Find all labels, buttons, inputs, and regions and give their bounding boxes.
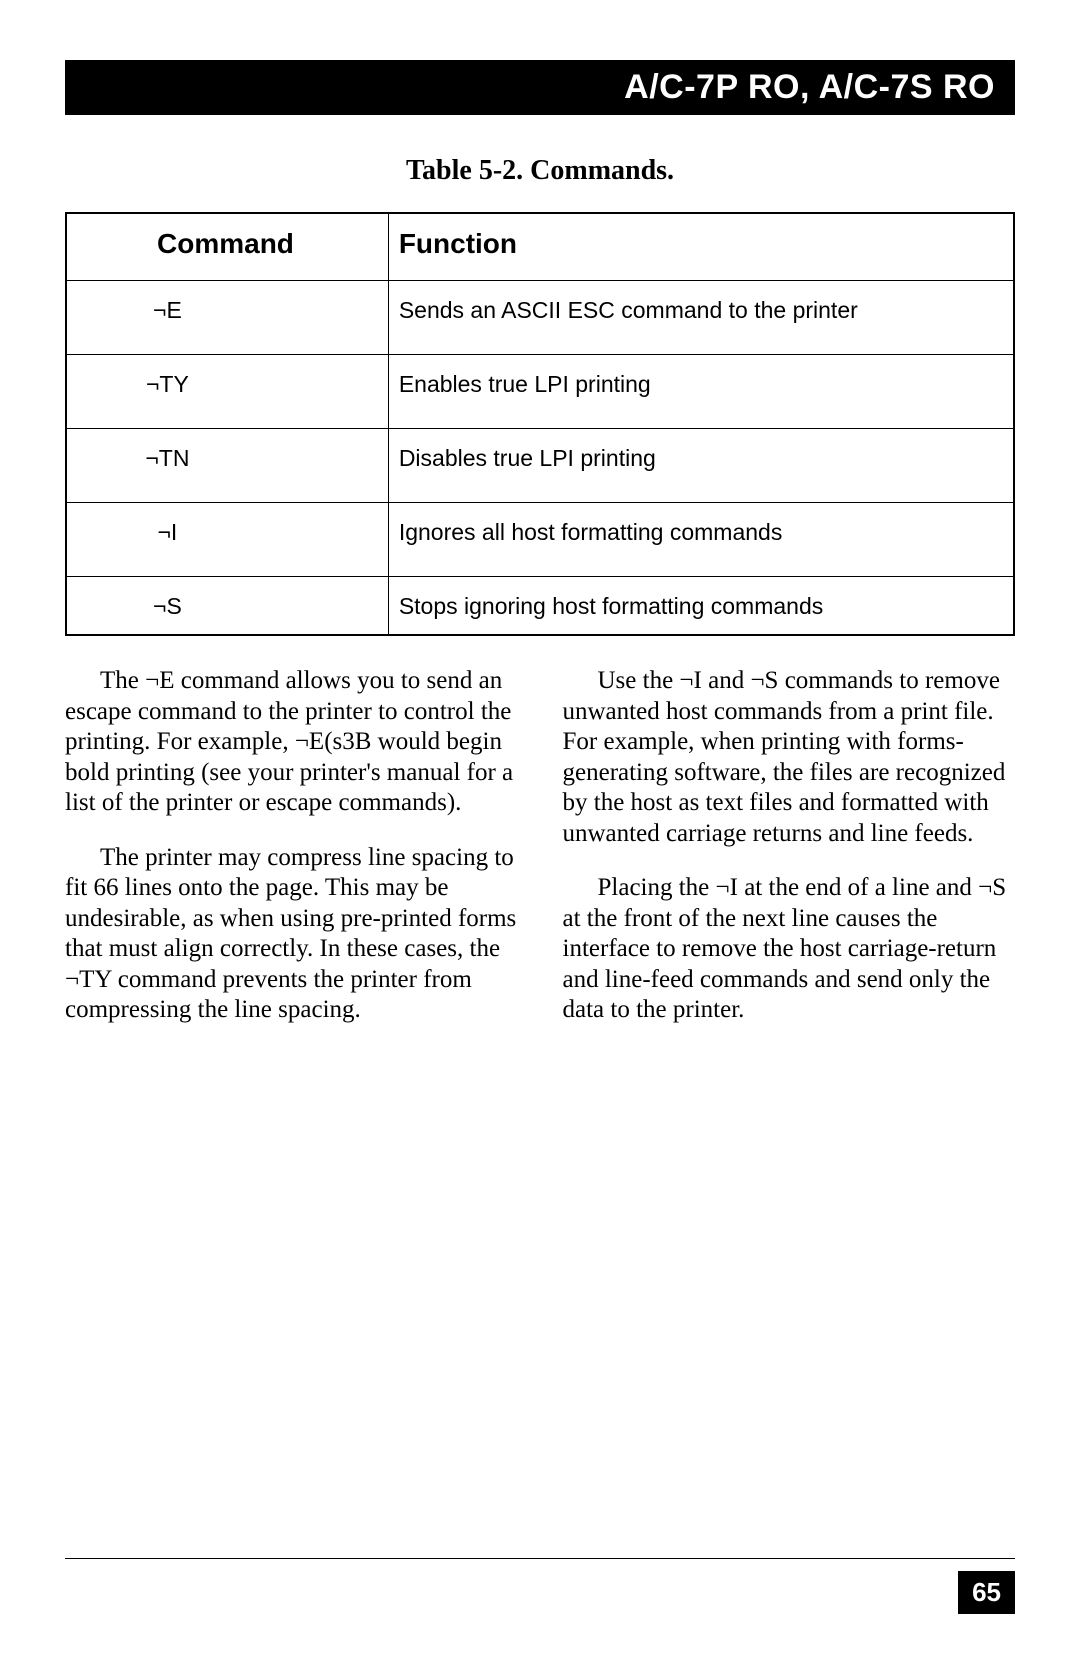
commands-table: Command Function ¬E Sends an ASCII ESC c… <box>65 212 1015 636</box>
paragraph: The ¬E command allows you to send an esc… <box>65 666 518 819</box>
page-number: 65 <box>958 1571 1015 1614</box>
function-cell: Stops ignoring host formatting commands <box>388 577 1014 636</box>
right-column: Use the ¬I and ¬S commands to remove unw… <box>563 666 1016 1050</box>
page-header: A/C-7P RO, A/C-7S RO <box>65 60 1015 115</box>
column-header-function: Function <box>388 213 1014 281</box>
paragraph: Placing the ¬I at the end of a line and … <box>563 873 1016 1026</box>
function-cell: Disables true LPI printing <box>388 429 1014 503</box>
footer-rule <box>65 1558 1015 1559</box>
table-header-row: Command Function <box>66 213 1014 281</box>
function-cell: Sends an ASCII ESC command to the printe… <box>388 281 1014 355</box>
command-cell: ¬TN <box>66 429 388 503</box>
function-cell: Ignores all host formatting commands <box>388 503 1014 577</box>
command-cell: ¬TY <box>66 355 388 429</box>
table-row: ¬E Sends an ASCII ESC command to the pri… <box>66 281 1014 355</box>
command-cell: ¬E <box>66 281 388 355</box>
header-title: A/C-7P RO, A/C-7S RO <box>624 68 995 106</box>
command-cell: ¬S <box>66 577 388 636</box>
left-column: The ¬E command allows you to send an esc… <box>65 666 518 1050</box>
column-header-command: Command <box>66 213 388 281</box>
table-row: ¬I Ignores all host formatting commands <box>66 503 1014 577</box>
command-cell: ¬I <box>66 503 388 577</box>
table-caption: Table 5-2. Commands. <box>65 155 1015 187</box>
body-text: The ¬E command allows you to send an esc… <box>65 666 1015 1050</box>
paragraph: The printer may compress line spacing to… <box>65 843 518 1026</box>
table-row: ¬S Stops ignoring host formatting comman… <box>66 577 1014 636</box>
function-cell: Enables true LPI printing <box>388 355 1014 429</box>
paragraph: Use the ¬I and ¬S commands to remove unw… <box>563 666 1016 849</box>
table-row: ¬TN Disables true LPI printing <box>66 429 1014 503</box>
table-row: ¬TY Enables true LPI printing <box>66 355 1014 429</box>
